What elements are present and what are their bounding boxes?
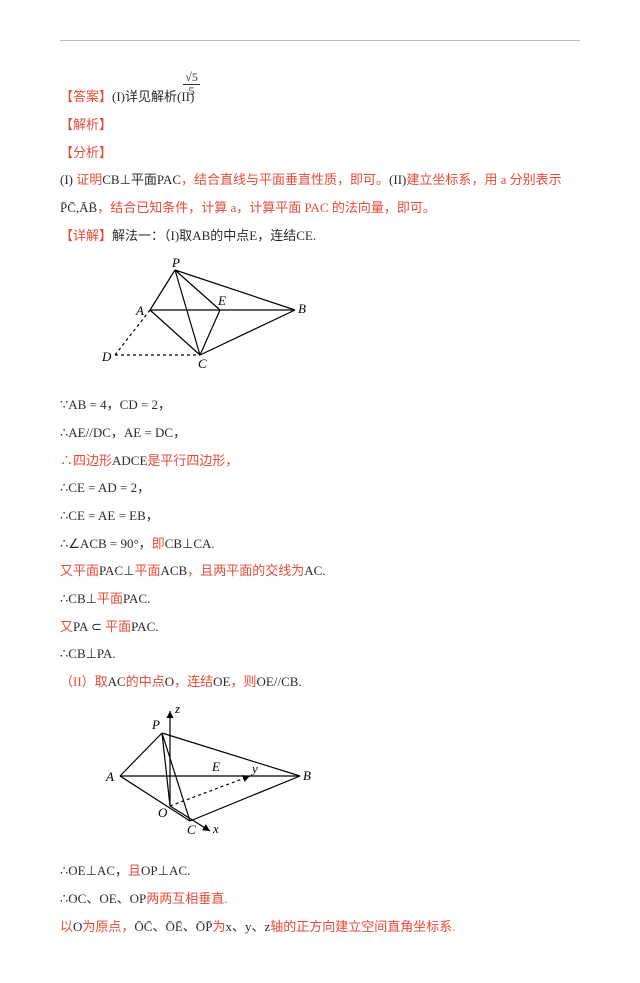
oe-a: ∴OE⊥AC，: [60, 863, 128, 878]
fig2-x: x: [212, 821, 219, 836]
l-acb90: ∴∠ACB = 90°，即CB⊥CA.: [60, 532, 580, 557]
an2-p1: P̄C̄,ĀB̄: [60, 200, 97, 215]
l-cbpac: ∴CB⊥平面PAC.: [60, 587, 580, 612]
ypa-b: PA ⊂: [73, 619, 105, 634]
co-c: 为原点，: [82, 919, 134, 934]
ii-f: OE: [213, 674, 230, 689]
oe-b: 且: [128, 863, 141, 878]
l-sibian: ∴四边形ADCE是平行四边形，: [60, 449, 580, 474]
ii-g: ，则: [231, 674, 257, 689]
fig1-E: E: [217, 293, 226, 308]
co-f: x、y、z: [225, 919, 270, 934]
fig1-D: D: [101, 349, 112, 364]
analysis-line-1: (I) 证明CB⊥平面PAC，结合直线与平面垂直性质，即可。(II)建立坐标系，…: [60, 168, 580, 193]
l-ii: （II）取AC的中点O，连结OE，则OE//CB.: [60, 670, 580, 695]
l-ab4: ∵AB = 4，CD = 2，: [60, 393, 580, 418]
ii-b: AC: [108, 674, 126, 689]
co-d: ŌC̄、ŌĒ、ŌP̄: [134, 919, 212, 934]
fig2-A: A: [105, 769, 114, 784]
yp-e: ，且两平面的交线为: [187, 563, 304, 578]
xiangjie-line: 【详解】解法一：（I)取AB的中点E，连结CE.: [60, 224, 580, 249]
fenxi-label: 【分析】: [60, 141, 580, 166]
xj-f: CE: [296, 228, 313, 243]
co-a: 以: [60, 919, 73, 934]
fig2-B: B: [303, 768, 311, 783]
fig2-C: C: [187, 822, 196, 837]
sb-a: ∴四边形: [60, 453, 112, 468]
an1-p1: (I): [60, 172, 73, 187]
answer-text-line: 【答案】(I)详见解析(II): [60, 85, 580, 110]
ii-d: O: [165, 674, 174, 689]
co-g: 轴的正方向建立空间直角坐标系.: [270, 919, 455, 934]
fig1-C: C: [198, 356, 207, 371]
analysis-line-2: P̄C̄,ĀB̄，结合已知条件，计算 a，计算平面 PAC 的法向量，即可。: [60, 196, 580, 221]
figure-2: z x y P A B C O E: [90, 701, 580, 850]
xj-g: .: [313, 228, 316, 243]
ii-a: （II）取: [60, 674, 108, 689]
yp-f: AC.: [304, 563, 325, 578]
an1-p4: ，结合直线与平面垂直性质，即可。: [181, 172, 389, 187]
xj-e: ，连结: [257, 228, 296, 243]
an1-p5: (II): [389, 172, 406, 187]
acb-a: ∴∠ACB = 90°，: [60, 536, 152, 551]
sb-b: ADCE: [112, 453, 147, 468]
yp-d: ACB: [160, 563, 187, 578]
oc-b: 两两互相垂直.: [146, 891, 227, 906]
figure-1: P A B C D E: [90, 255, 580, 384]
fig2-O: O: [158, 805, 168, 820]
fig1-P: P: [171, 255, 180, 270]
an2-p2: ，结合已知条件，计算 a，计算平面 PAC 的法向量，即可。: [97, 200, 436, 215]
cb-b: 平面: [97, 591, 123, 606]
ypa-a: 又: [60, 619, 73, 634]
yp-c: 平面: [134, 563, 160, 578]
fig1-B: B: [298, 301, 306, 316]
oc-a: ∴OC、OE、OP: [60, 891, 146, 906]
answer-p1: (I)详见解析: [112, 89, 177, 104]
yp-b: PAC⊥: [99, 563, 134, 578]
ypa-c: 平面: [105, 619, 131, 634]
l-ceae: ∴CE = AE = EB，: [60, 504, 580, 529]
an1-p3: CB⊥平面PAC: [102, 172, 181, 187]
cb-a: ∴CB⊥: [60, 591, 97, 606]
l-ocoeop: ∴OC、OE、OP两两互相垂直.: [60, 887, 580, 912]
an1-p2: 证明: [76, 172, 102, 187]
xj-b: AB: [192, 228, 210, 243]
acb-b: 即: [152, 536, 165, 551]
an1-p6: 建立坐标系，用 a 分别表示: [406, 172, 561, 187]
sb-c: 是平行四边形，: [147, 453, 238, 468]
l-cead: ∴CE = AD = 2，: [60, 476, 580, 501]
fig2-E: E: [211, 759, 220, 774]
ypa-d: PAC.: [131, 619, 158, 634]
frac-num: 5: [192, 70, 198, 84]
fig2-P: P: [151, 717, 160, 732]
fig2-y: y: [250, 761, 258, 776]
xj-a: 解法一：（I)取: [112, 228, 192, 243]
fig1-A: A: [135, 303, 144, 318]
co-b: O: [73, 919, 82, 934]
ii-c: 的中点: [126, 674, 165, 689]
answer-label: 【答案】: [60, 89, 112, 104]
l-oeac: ∴OE⊥AC，且OP⊥AC.: [60, 859, 580, 884]
yp-a: 又平面: [60, 563, 99, 578]
l-cbpa: ∴CB⊥PA.: [60, 642, 580, 667]
xj-c: 的中点: [210, 228, 249, 243]
l-youpa: 又PA ⊂ 平面PAC.: [60, 615, 580, 640]
xiangjie-label: 【详解】: [60, 228, 112, 243]
l-youpm: 又平面PAC⊥平面ACB，且两平面的交线为AC.: [60, 559, 580, 584]
acb-c: CB⊥CA.: [165, 536, 215, 551]
answer-p2: (II): [177, 89, 194, 104]
l-coord: 以O为原点，ŌC̄、ŌĒ、ŌP̄为x、y、z轴的正方向建立空间直角坐标系…: [60, 915, 580, 940]
ii-h: OE//CB.: [257, 674, 302, 689]
fig2-z: z: [174, 701, 180, 716]
co-e: 为: [212, 919, 225, 934]
l-aedc: ∴AE//DC，AE = DC，: [60, 421, 580, 446]
top-rule: [60, 40, 580, 41]
jiexi-label: 【解析】: [60, 113, 580, 138]
cb-c: PAC.: [123, 591, 150, 606]
ii-e: ，连结: [174, 674, 213, 689]
oe-c: OP⊥AC.: [141, 863, 190, 878]
